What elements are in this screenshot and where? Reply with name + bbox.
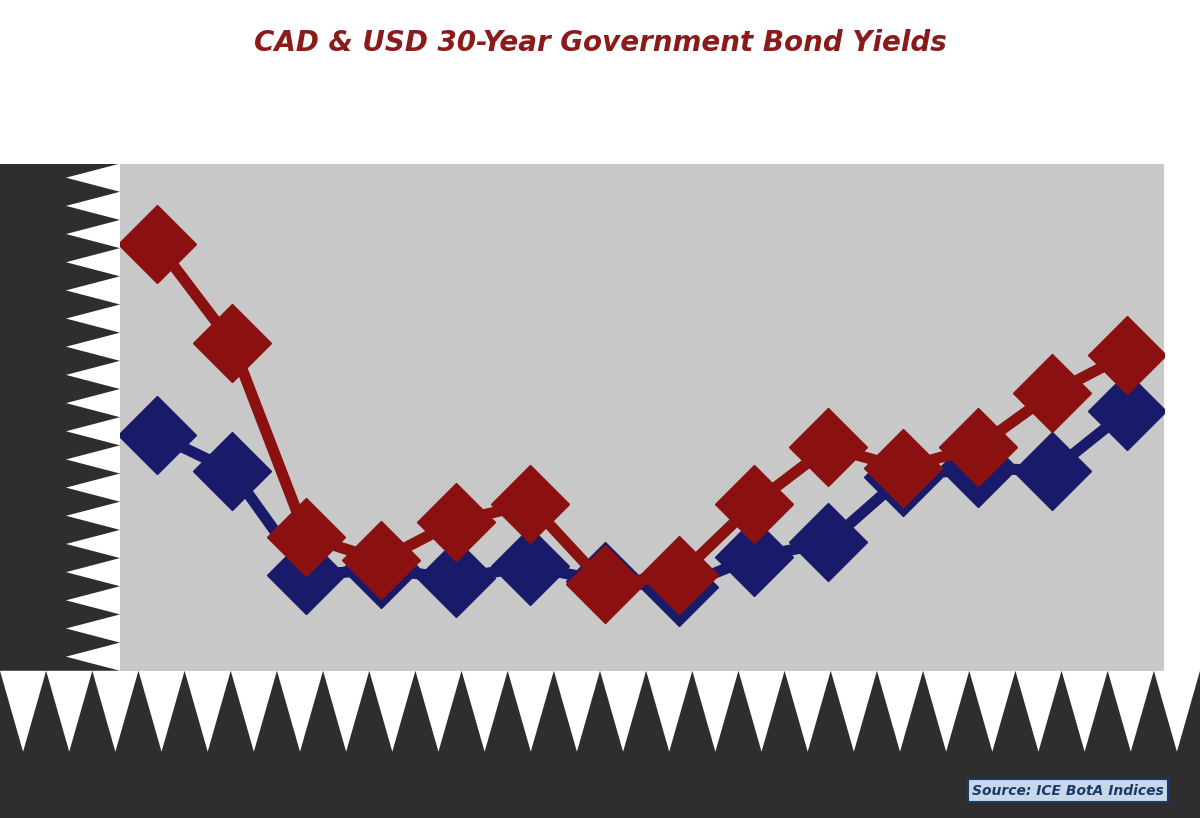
- Polygon shape: [0, 164, 120, 671]
- Text: Source: ICE BotA Indices: Source: ICE BotA Indices: [972, 784, 1164, 798]
- Text: CAD & USD 30-Year Government Bond Yields: CAD & USD 30-Year Government Bond Yields: [253, 29, 947, 56]
- Polygon shape: [0, 671, 1200, 818]
